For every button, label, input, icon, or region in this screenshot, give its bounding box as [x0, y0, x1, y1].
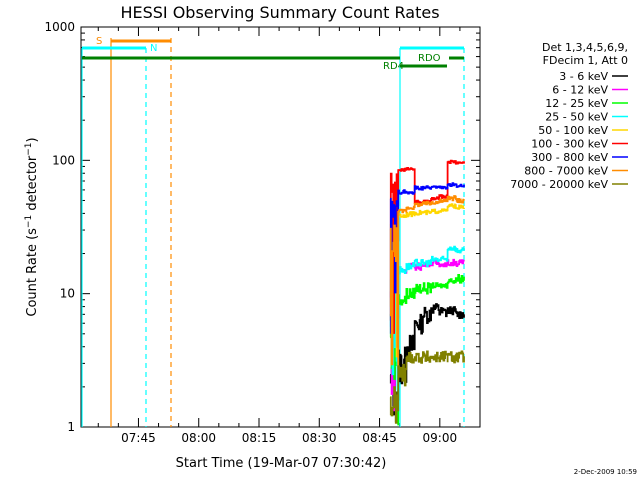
legend-label-3: 25 - 50 keV	[545, 111, 608, 124]
y-tick-label-0: 1	[67, 420, 75, 434]
y-axis-label-mid: detector	[25, 155, 40, 215]
y-tick-label-2: 100	[52, 153, 75, 167]
y-axis-label: Count Rate (s−1 detector−1)	[24, 137, 40, 316]
x-axis-label: Start Time (19-Mar-07 07:30:42)	[176, 456, 387, 471]
y-tick-label-3: 1000	[44, 20, 75, 34]
plot-frame	[80, 26, 481, 428]
legend-header-line-2: FDecim 1, Att 0	[543, 54, 628, 67]
legend-label-0: 3 - 6 keV	[559, 70, 608, 83]
legend-label-4: 50 - 100 keV	[538, 124, 608, 137]
reference-lines: S N RDO RD4	[81, 36, 465, 427]
y-tick-label-1: 10	[60, 287, 75, 301]
series-800-7000kev	[389, 195, 465, 369]
rdo-flag-label: RDO	[418, 53, 441, 64]
series-300-800kev	[389, 182, 465, 334]
y-axis-label-main: Count Rate (s	[25, 228, 40, 317]
x-tick-label-4: 08:45	[362, 431, 397, 445]
series-50-100kev	[389, 203, 465, 358]
y-axis-label-sup1: −1	[24, 215, 34, 228]
x-tick-label-2: 08:15	[242, 431, 277, 445]
legend-label-7: 800 - 7000 keV	[524, 165, 608, 178]
legend-label-1: 6 - 12 keV	[552, 84, 608, 97]
saa-flag-label: S	[96, 36, 102, 47]
night-flag-label: N	[150, 43, 157, 54]
legend-label-6: 300 - 800 keV	[531, 151, 608, 164]
series-12-25kev	[389, 274, 465, 426]
series-7000-20000kev	[389, 350, 465, 424]
y-axis-label-end: )	[25, 137, 40, 142]
legend-header-line-1: Det 1,3,4,5,6,9,	[542, 41, 628, 54]
x-tick-label-5: 09:00	[423, 431, 458, 445]
y-axis-label-sup2: −1	[24, 142, 34, 155]
axis-ticks: 07:45 08:00 08:15 08:30 08:45 09:00 1 10 100 1000	[44, 20, 480, 445]
rd4-flag-label: RD4	[383, 61, 404, 72]
x-tick-label-3: 08:30	[302, 431, 337, 445]
legend-label-8: 7000 - 20000 keV	[510, 178, 608, 191]
legend: Det 1,3,4,5,6,9, FDecim 1, Att 0 3 - 6 k…	[510, 41, 628, 191]
series-3-6kev	[389, 303, 465, 423]
x-tick-label-1: 08:00	[181, 431, 216, 445]
series-25-50kev	[389, 245, 465, 391]
chart-title: HESSI Observing Summary Count Rates	[120, 3, 439, 22]
data-series	[389, 159, 465, 426]
timestamp: 2-Dec-2009 10:59	[574, 468, 637, 476]
legend-label-2: 12 - 25 keV	[545, 97, 608, 110]
legend-label-5: 100 - 300 keV	[531, 138, 608, 151]
x-tick-label-0: 07:45	[121, 431, 156, 445]
